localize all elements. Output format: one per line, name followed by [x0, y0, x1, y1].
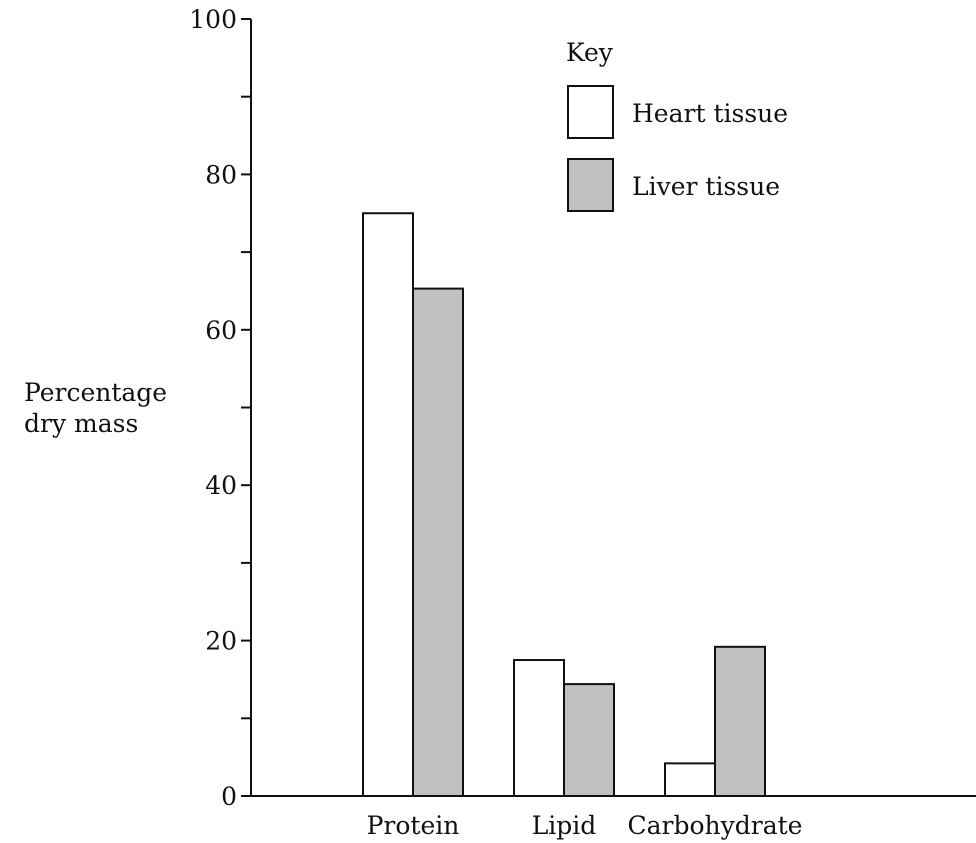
bar-liver-tissue-protein — [412, 287, 464, 797]
y-axis-label-line-2: dry mass — [24, 409, 138, 438]
bars — [362, 212, 766, 798]
y-tick-label: 100 — [189, 5, 237, 34]
y-tick-label: 20 — [205, 627, 237, 656]
legend-swatch-liver-tissue — [567, 158, 614, 212]
bar-heart-tissue-carbohydrate — [664, 762, 716, 798]
y-tick-label: 80 — [205, 160, 237, 189]
y-tick-label: 40 — [205, 471, 237, 500]
y-tick-label: 60 — [205, 316, 237, 345]
x-tick-label-protein: Protein — [367, 811, 460, 840]
bar-heart-tissue-lipid — [513, 659, 565, 798]
y-tick-label: 0 — [221, 782, 237, 811]
x-tick-label-lipid: Lipid — [532, 811, 597, 840]
bar-liver-tissue-lipid — [563, 683, 615, 797]
bar-liver-tissue-carbohydrate — [714, 645, 766, 797]
legend: Key Heart tissue Liver tissue — [566, 38, 788, 212]
y-axis-label-line-1: Percentage — [24, 378, 167, 407]
legend-label-liver-tissue: Liver tissue — [632, 172, 780, 201]
y-axis-label: Percentage dry mass — [24, 378, 167, 438]
y-axis: 0 20 40 60 80 100 — [189, 5, 252, 811]
x-tick-label-carbohydrate: Carbohydrate — [628, 811, 803, 840]
bar-heart-tissue-protein — [362, 212, 414, 797]
x-axis: Protein Lipid Carbohydrate — [251, 795, 976, 840]
legend-label-heart-tissue: Heart tissue — [632, 99, 788, 128]
legend-swatch-heart-tissue — [567, 85, 614, 139]
legend-title: Key — [566, 38, 614, 67]
